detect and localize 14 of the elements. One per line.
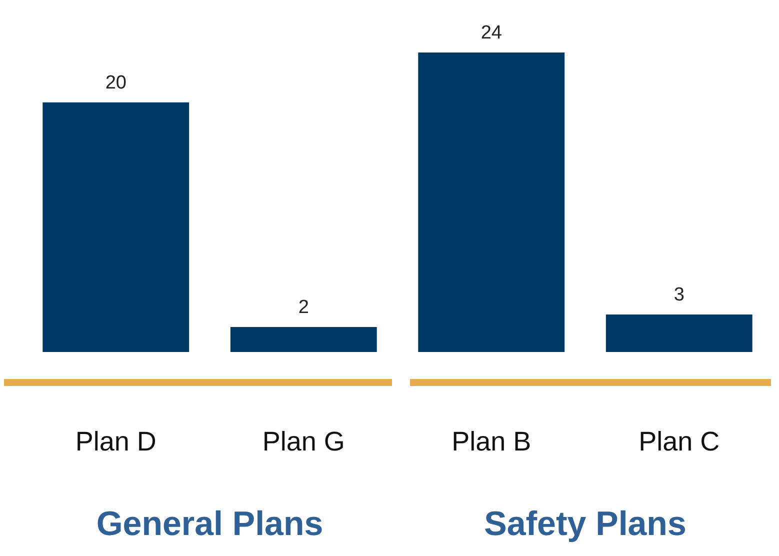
bar [418,52,565,352]
data-label: 3 [674,284,684,306]
bar [42,102,190,352]
data-label: 24 [480,22,502,44]
text: General Plans [96,505,324,544]
x-tick-label: Plan B [452,426,532,456]
x-tick-label: Plan C [638,426,720,456]
data-label: 20 [105,72,126,94]
bar [230,327,377,352]
x-tick-label: Plan G [262,426,345,456]
bar [606,314,752,352]
data-label: 2 [298,297,309,318]
x-tick-label: Plan D [75,426,156,456]
text: Safety Plans [484,505,686,544]
